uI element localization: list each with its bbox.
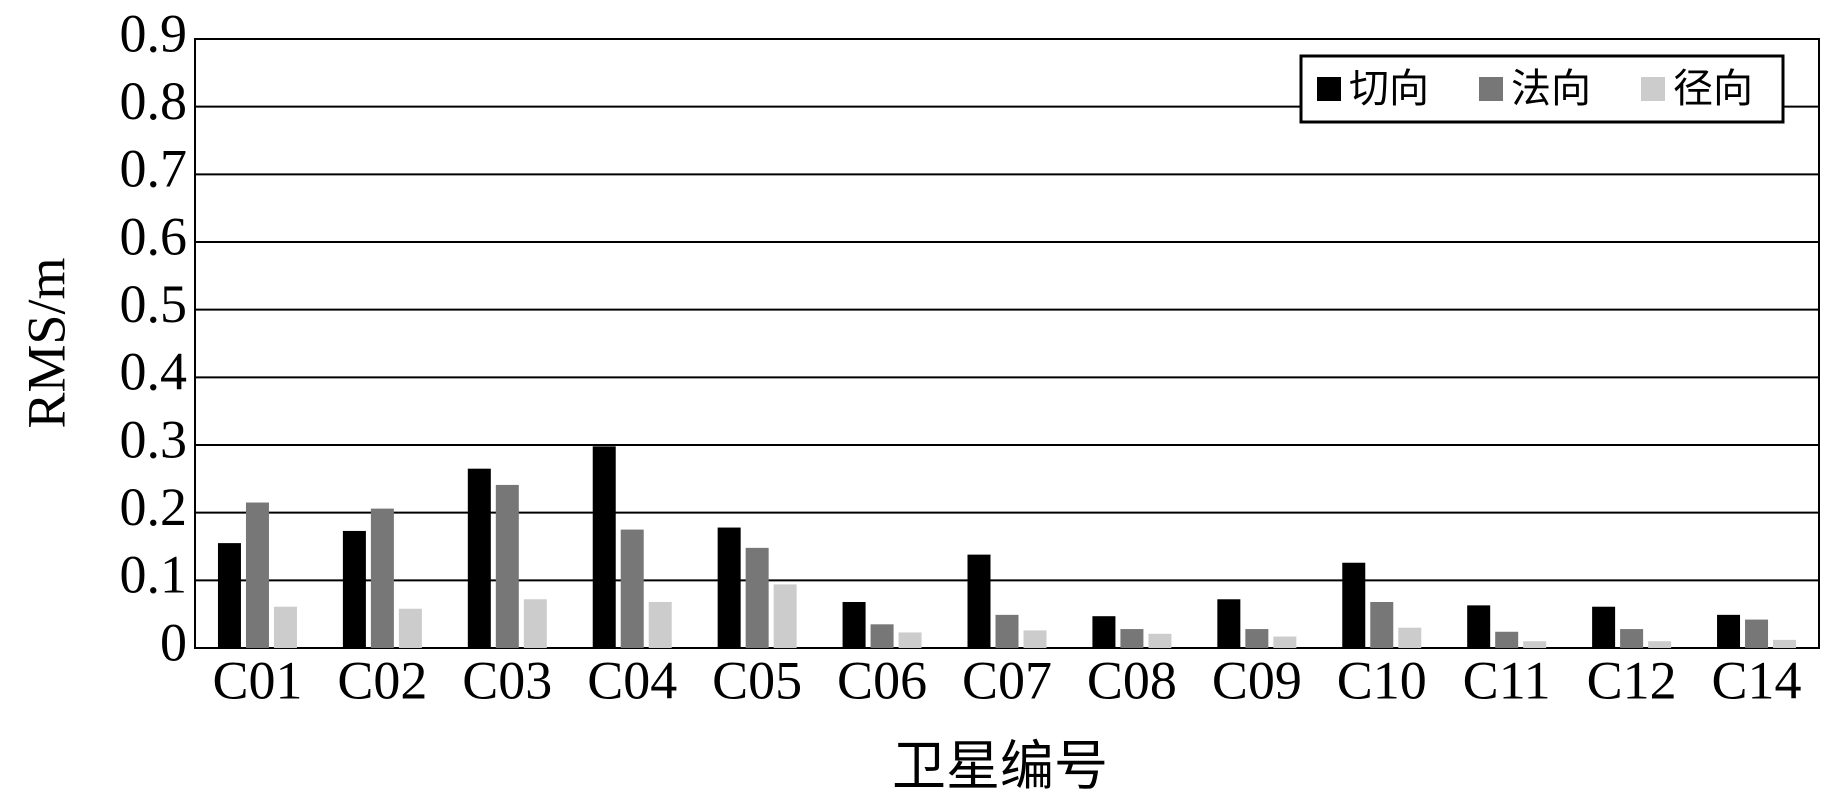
bar [1148,633,1172,648]
x-tick-label: C14 [1712,650,1802,710]
y-tick-label: 0.2 [120,477,188,537]
bar [648,601,672,648]
bar [398,608,422,648]
y-tick-label: 0 [160,612,187,672]
x-tick-label: C02 [337,650,427,710]
bar [1745,619,1769,648]
bar [1592,606,1616,648]
bar [967,554,991,648]
bar [745,547,769,648]
bar [217,543,241,648]
bar [1245,629,1269,648]
legend-swatch [1317,77,1341,101]
y-tick-label: 0.8 [120,71,188,131]
bar [1370,601,1394,648]
bar [870,624,894,648]
bar [467,468,491,648]
bar [717,527,741,648]
x-tick-label: C01 [212,650,302,710]
y-tick-label: 0.5 [120,274,188,334]
legend-box [1299,54,1785,124]
bar [370,508,394,648]
y-tick-label: 0.7 [120,139,188,199]
bar [620,529,644,648]
legend-swatch [1479,77,1503,101]
y-tick-label: 0.9 [120,3,188,63]
bar [1273,636,1297,648]
x-tick-label: C04 [587,650,677,710]
plot-frame [194,38,1820,649]
x-tick-label: C11 [1463,650,1551,710]
bar [995,614,1019,648]
bar [1773,639,1797,648]
bar [898,632,922,648]
x-tick-label: C09 [1212,650,1302,710]
legend-swatch [1641,77,1665,101]
y-tick-label: 0.1 [120,545,188,605]
bar [1217,599,1241,648]
x-tick-label: C03 [462,650,552,710]
bar [273,606,297,648]
bar [1398,627,1422,648]
bar [1342,562,1366,648]
bar [1023,630,1047,648]
bar [495,484,519,648]
bar [342,530,366,648]
bar [1120,629,1144,648]
bar [1620,629,1644,648]
bar [1717,614,1741,648]
x-tick-label: C10 [1337,650,1427,710]
x-tick-label: C08 [1087,650,1177,710]
y-tick-label: 0.4 [120,342,188,402]
y-tick-label: 0.3 [120,409,188,469]
bar [245,502,269,648]
bar [523,599,547,648]
x-tick-label: C06 [837,650,927,710]
bar [1648,641,1672,648]
y-tick-label: 0.6 [120,206,188,266]
legend-label: 法向 [1511,66,1591,112]
y-axis-title: RMS/m [16,257,76,428]
bar [592,446,616,648]
bar [1467,605,1491,648]
x-tick-label: C12 [1587,650,1677,710]
bar [1495,631,1519,648]
legend-label: 径向 [1673,66,1753,112]
x-tick-label: C07 [962,650,1052,710]
x-axis-title: 卫星编号 [892,736,1108,796]
x-tick-label: C05 [712,650,802,710]
bar [773,584,797,648]
bar [1092,616,1116,648]
bar [842,601,866,648]
legend-label: 切向 [1349,66,1429,112]
bar [1523,641,1547,648]
